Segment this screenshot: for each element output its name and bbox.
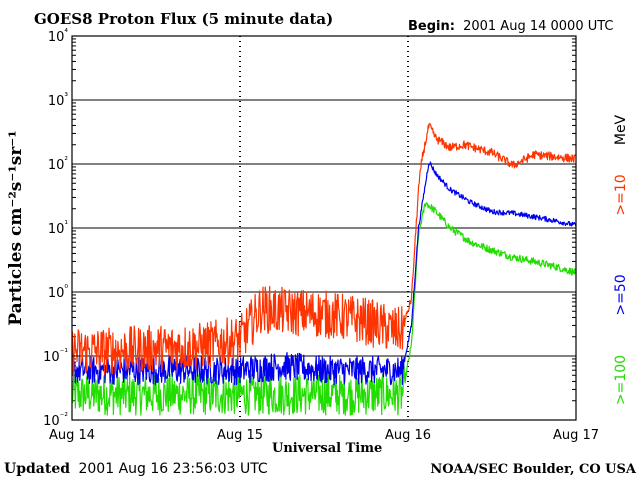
y-tick-label: 10⁻² <box>43 412 68 429</box>
x-tick-label: Aug 16 <box>385 428 431 443</box>
series-line-100mev <box>71 202 577 416</box>
source-label: NOAA/SEC Boulder, CO USA <box>430 462 637 477</box>
series-line-50mev <box>71 161 577 386</box>
x-tick-labels: Aug 14 Aug 15 Aug 16 Aug 17 <box>49 428 599 443</box>
updated-label: Updated <box>4 461 70 477</box>
y-tick-label: 10¹ <box>48 220 69 237</box>
y-tick-label: 10⁰ <box>48 284 69 301</box>
y-tick-label: 10⁻¹ <box>43 348 68 365</box>
series-label: >=100 <box>613 355 629 405</box>
y-axis-label: Particles cm⁻²s⁻¹sr⁻¹ <box>6 130 26 325</box>
begin-label: Begin: <box>408 19 455 34</box>
chart-title: GOES8 Proton Flux (5 minute data) <box>34 10 333 28</box>
updated-value: 2001 Aug 16 23:56:03 UTC <box>78 461 267 477</box>
y-tick-label: 10⁴ <box>48 28 69 45</box>
svg-text:Begin: 2001 Aug 14 0000 UT: Begin: 2001 Aug 14 0000 UTC <box>408 19 614 34</box>
series-layer <box>71 122 577 416</box>
x-axis-label: Universal Time <box>272 441 382 456</box>
x-tick-label: Aug 17 <box>553 428 599 443</box>
svg-text:Updated 2001 Aug 16 23:56:: Updated 2001 Aug 16 23:56:03 UTC <box>4 461 268 477</box>
x-tick-label: Aug 14 <box>49 428 95 443</box>
series-label: >=50 <box>613 274 629 315</box>
y-tick-label: 10³ <box>48 92 69 109</box>
unit-label: MeV <box>613 114 629 145</box>
y-tick-labels: 10⁻² 10⁻¹ 10⁰ 10¹ 10² 10³ 10⁴ <box>43 28 80 429</box>
series-labels: >=10 >=50 >=100 <box>613 174 629 405</box>
x-tick-label: Aug 15 <box>217 428 263 443</box>
begin-value: 2001 Aug 14 0000 UTC <box>463 19 613 34</box>
y-tick-label: 10² <box>48 156 69 173</box>
series-line-10mev <box>71 122 577 375</box>
series-label: >=10 <box>613 174 629 215</box>
